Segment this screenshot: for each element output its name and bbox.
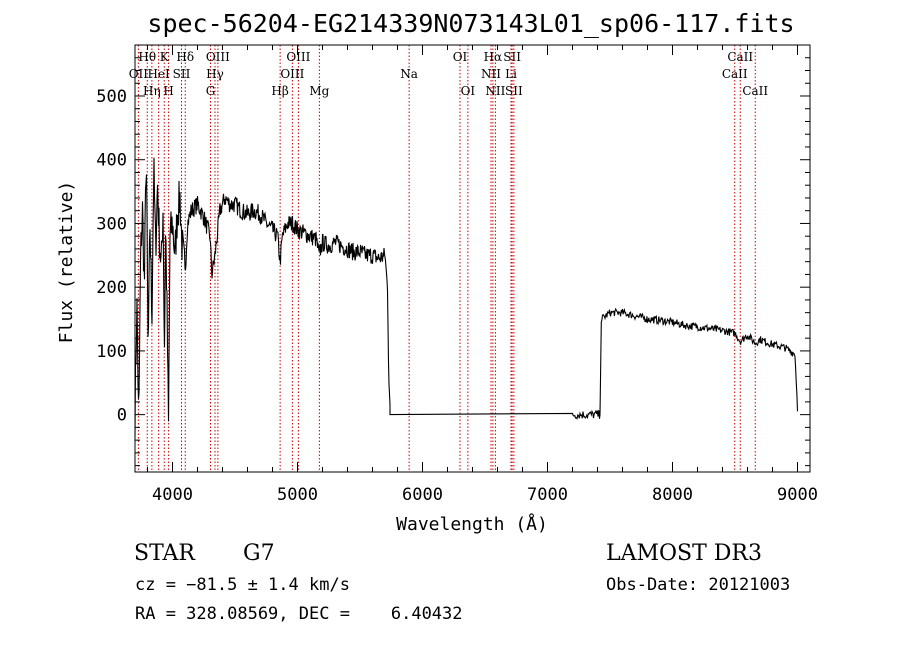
chart-title: spec-56204-EG214339N073143L01_sp06-117.f… [147, 9, 794, 38]
line-label: CaII [742, 84, 768, 98]
line-label: CaII [722, 67, 748, 81]
line-label: NII [485, 84, 505, 98]
x-tick-label: 6000 [402, 485, 443, 505]
observation-date: Obs-Date: 20121003 [606, 575, 790, 595]
line-label: K [160, 50, 170, 64]
y-tick-label: 500 [96, 87, 127, 107]
line-label: Na [400, 67, 418, 81]
object-class: STAR [134, 541, 196, 566]
line-label: HeI [147, 67, 170, 81]
line-label: SII [505, 84, 523, 98]
line-label: Hδ [176, 50, 194, 64]
line-label: OIII [206, 50, 230, 64]
axis-ticks [135, 44, 810, 472]
line-label: SII [503, 50, 521, 64]
line-label: OIII [286, 50, 310, 64]
y-tick-label: 400 [96, 151, 127, 171]
spectral-line-labels: OIIHθHηKHeIHSIIHδGHγOIIIHβOIIIOIIIMgNaOI… [129, 50, 769, 98]
line-label: Li [505, 67, 517, 81]
y-tick-label: 0 [117, 406, 127, 426]
y-tick-label: 100 [96, 342, 127, 362]
line-label: Mg [309, 84, 329, 98]
line-label: G [206, 84, 216, 98]
plot-frame [134, 44, 811, 473]
line-label: H [163, 84, 173, 98]
line-label: Hη [143, 84, 161, 98]
spectrum-line [134, 157, 799, 437]
x-tick-label: 5000 [277, 485, 318, 505]
spectral-line-markers [137, 45, 756, 472]
line-label: SII [173, 67, 191, 81]
coordinates: RA = 328.08569, DEC = 6.40432 [135, 604, 463, 624]
line-label: Hθ [138, 50, 156, 64]
line-label: Hγ [206, 67, 224, 81]
redshift-cz: cz = −81.5 ± 1.4 km/s [135, 575, 350, 595]
line-label: Hα [484, 50, 503, 64]
x-tick-label: 7000 [527, 485, 568, 505]
x-tick-label: 9000 [777, 485, 818, 505]
line-label: OII [129, 67, 149, 81]
y-tick-label: 200 [96, 278, 127, 298]
x-tick-label: 4000 [152, 485, 193, 505]
y-axis-label: Flux (relative) [56, 181, 77, 344]
line-label: OIII [280, 67, 304, 81]
object-subclass: G7 [243, 541, 275, 566]
survey-name: LAMOST DR3 [606, 541, 762, 566]
x-axis-label: Wavelength (Å) [396, 513, 548, 535]
line-label: CaII [727, 50, 753, 64]
y-tick-label: 300 [96, 214, 127, 234]
line-label: NII [481, 67, 501, 81]
line-label: Hβ [271, 84, 288, 98]
line-label: OI [461, 84, 476, 98]
axis-tick-labels: 4000 5000 6000 7000 8000 9000 0 100 200 300 400 500 [96, 87, 818, 505]
line-label: OI [453, 50, 468, 64]
x-tick-label: 8000 [652, 485, 693, 505]
